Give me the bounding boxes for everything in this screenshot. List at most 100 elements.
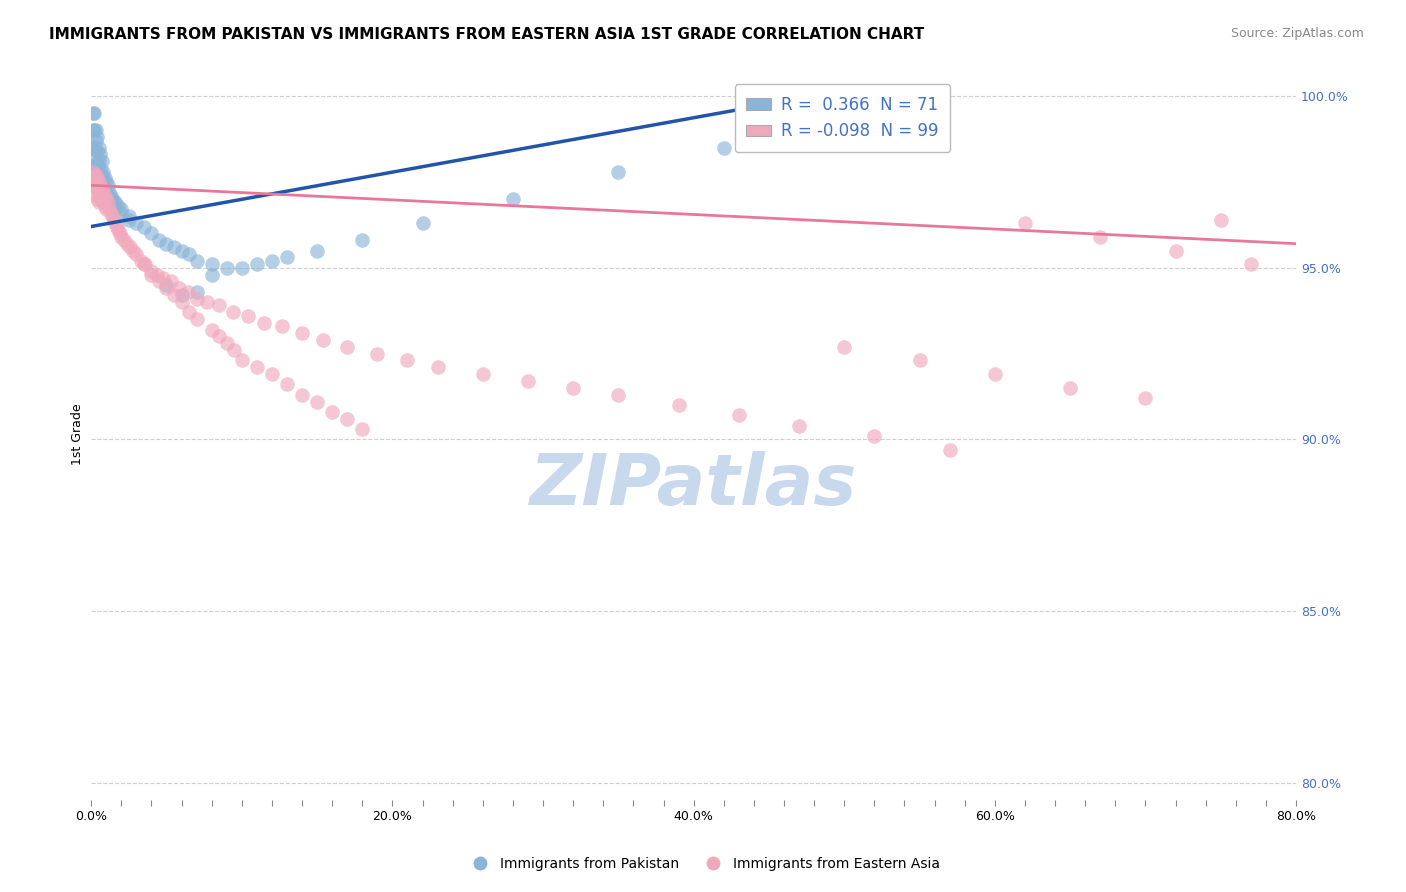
Point bbox=[224, 343, 246, 358]
Point bbox=[89, 147, 111, 161]
Point bbox=[170, 295, 193, 310]
Point bbox=[607, 164, 630, 178]
Point bbox=[787, 418, 810, 433]
Point bbox=[103, 195, 125, 210]
Point bbox=[863, 429, 886, 443]
Legend: Immigrants from Pakistan, Immigrants from Eastern Asia: Immigrants from Pakistan, Immigrants fro… bbox=[461, 851, 945, 876]
Point bbox=[96, 192, 118, 206]
Point bbox=[101, 192, 124, 206]
Point bbox=[186, 285, 208, 299]
Point bbox=[186, 253, 208, 268]
Point bbox=[134, 257, 156, 271]
Point bbox=[307, 244, 329, 258]
Point bbox=[87, 185, 110, 199]
Point bbox=[86, 182, 108, 196]
Point bbox=[83, 106, 105, 120]
Point bbox=[87, 168, 110, 182]
Point bbox=[90, 168, 112, 182]
Point bbox=[668, 398, 690, 412]
Point bbox=[90, 182, 112, 196]
Point bbox=[352, 422, 374, 436]
Point bbox=[938, 442, 960, 457]
Point bbox=[89, 161, 111, 175]
Point bbox=[93, 188, 115, 202]
Point bbox=[236, 309, 259, 323]
Point bbox=[118, 212, 141, 227]
Point bbox=[803, 116, 825, 130]
Point bbox=[82, 175, 104, 189]
Point bbox=[100, 188, 122, 202]
Point bbox=[352, 233, 374, 247]
Point bbox=[103, 212, 125, 227]
Point bbox=[132, 257, 155, 271]
Point bbox=[253, 316, 276, 330]
Point bbox=[215, 336, 238, 351]
Point bbox=[93, 171, 115, 186]
Point bbox=[160, 275, 183, 289]
Point bbox=[87, 140, 110, 154]
Point bbox=[1240, 257, 1263, 271]
Point bbox=[366, 346, 388, 360]
Point bbox=[125, 247, 148, 261]
Point bbox=[201, 257, 224, 271]
Point bbox=[1014, 216, 1036, 230]
Point bbox=[82, 164, 104, 178]
Point bbox=[84, 178, 107, 193]
Point bbox=[607, 388, 630, 402]
Point bbox=[90, 182, 112, 196]
Point bbox=[1135, 391, 1157, 405]
Point bbox=[117, 236, 139, 251]
Point bbox=[208, 298, 231, 312]
Point bbox=[208, 329, 231, 343]
Point bbox=[82, 123, 104, 137]
Point bbox=[83, 140, 105, 154]
Point bbox=[155, 277, 177, 292]
Point bbox=[91, 185, 114, 199]
Y-axis label: 1st Grade: 1st Grade bbox=[72, 403, 84, 465]
Point bbox=[83, 168, 105, 182]
Point bbox=[86, 144, 108, 158]
Point bbox=[186, 292, 208, 306]
Point bbox=[562, 381, 585, 395]
Point bbox=[84, 188, 107, 202]
Point bbox=[86, 171, 108, 186]
Point bbox=[84, 123, 107, 137]
Point bbox=[103, 202, 125, 217]
Point bbox=[163, 288, 186, 302]
Point bbox=[96, 175, 118, 189]
Point bbox=[105, 219, 128, 234]
Point bbox=[112, 233, 135, 247]
Point bbox=[215, 260, 238, 275]
Point bbox=[86, 175, 108, 189]
Point bbox=[517, 374, 540, 388]
Point bbox=[84, 158, 107, 172]
Point bbox=[93, 199, 115, 213]
Point bbox=[93, 185, 115, 199]
Point bbox=[152, 271, 174, 285]
Point bbox=[195, 295, 218, 310]
Point bbox=[82, 106, 104, 120]
Text: ZIPatlas: ZIPatlas bbox=[530, 451, 858, 520]
Point bbox=[321, 405, 343, 419]
Point bbox=[98, 185, 121, 199]
Point bbox=[84, 171, 107, 186]
Point bbox=[276, 377, 298, 392]
Point bbox=[291, 388, 314, 402]
Point bbox=[107, 223, 129, 237]
Point bbox=[177, 305, 200, 319]
Point bbox=[291, 326, 314, 340]
Point bbox=[97, 192, 120, 206]
Point bbox=[110, 202, 132, 217]
Point bbox=[91, 178, 114, 193]
Text: Source: ZipAtlas.com: Source: ZipAtlas.com bbox=[1230, 27, 1364, 40]
Point bbox=[201, 322, 224, 336]
Point bbox=[246, 257, 269, 271]
Point bbox=[471, 367, 494, 381]
Point bbox=[83, 178, 105, 193]
Point bbox=[86, 130, 108, 145]
Point bbox=[246, 360, 269, 375]
Point bbox=[307, 394, 329, 409]
Point bbox=[260, 367, 283, 381]
Point bbox=[97, 195, 120, 210]
Point bbox=[89, 178, 111, 193]
